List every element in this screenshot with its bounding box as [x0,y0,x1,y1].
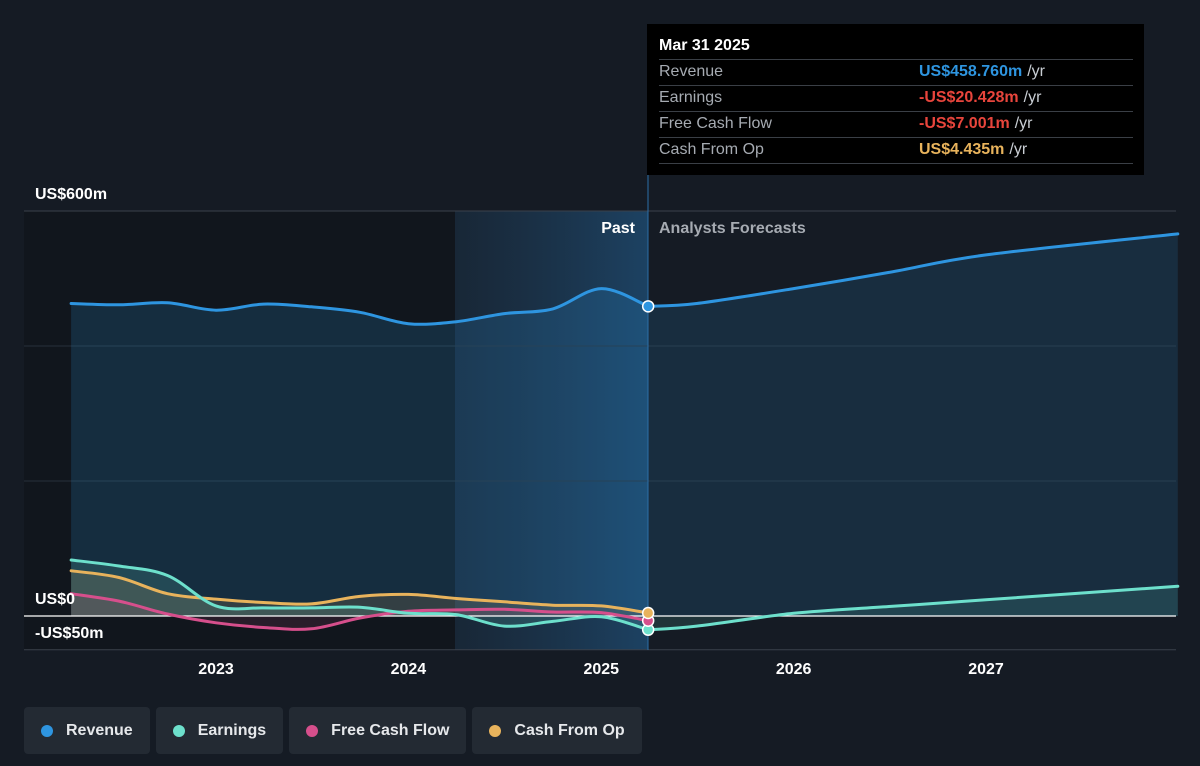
tooltip-unit: /yr [1009,141,1028,158]
y-tick-label: US$600m [35,186,107,203]
x-axis-labels: 2023 2024 2025 2026 2027 [198,661,1004,678]
earnings-area [71,560,649,630]
cash-from-op-line [69,569,650,615]
earnings-forecast-area [648,586,1178,630]
past-highlight-region [455,211,648,650]
earnings-forecast-line [646,584,1180,632]
legend-label: Cash From Op [514,721,625,739]
series-areas [71,233,1178,630]
revenue-area [71,288,649,616]
legend-item-free-cash-flow[interactable]: Free Cash Flow [289,707,467,754]
legend-dot-icon [41,724,53,737]
y-tick-label: US$0 [35,591,75,608]
tooltip-row-free-cash-flow: Free Cash Flow -US$7.001m /yr [659,111,1133,137]
tooltip-label: Earnings [659,89,723,106]
legend-item-earnings[interactable]: Earnings [155,707,284,754]
legend-label: Revenue [66,721,133,739]
gridlines [24,210,1176,651]
tooltip-value: -US$20.428m [919,89,1019,106]
tooltip-markers [641,300,655,637]
free-cash-flow-line [69,592,650,631]
tooltip-label: Revenue [659,63,724,80]
y-tick-label: -US$50m [35,625,103,642]
legend-dot-icon [306,724,319,737]
tooltip-unit: /yr [1023,89,1042,106]
past-dark-region [24,211,455,650]
legend: Revenue Earnings Free Cash Flow Cash Fro… [24,707,642,754]
x-tick-label: 2024 [391,661,427,678]
revenue-marker [641,300,655,313]
tooltip-row-earnings: Earnings -US$20.428m /yr [659,85,1133,111]
past-label: Past [601,220,635,237]
x-tick-label: 2025 [583,661,619,678]
earnings-line [69,558,650,632]
legend-label: Free Cash Flow [331,721,450,739]
legend-dot-icon [489,724,502,737]
legend-item-cash-from-op[interactable]: Cash From Op [472,707,642,754]
revenue-line [69,287,650,326]
y-axis-labels: US$600m US$0 -US$50m [35,186,107,642]
tooltip-date: Mar 31 2025 [659,37,750,54]
x-tick-label: 2027 [968,661,1004,678]
tooltip-unit: /yr [1027,63,1045,80]
revenue-forecast-area [648,233,1178,616]
tooltip-unit: /yr [1014,115,1033,132]
tooltip-row-revenue: Revenue US$458.760m /yr [659,59,1133,85]
tooltip: Mar 31 2025 Revenue US$458.760m /yr Earn… [647,24,1144,175]
x-tick-label: 2023 [198,661,234,678]
tooltip-value: US$458.760m [919,63,1023,80]
x-tick-label: 2026 [776,661,812,678]
legend-item-revenue[interactable]: Revenue [24,707,150,754]
free-cash-flow-area [71,593,649,630]
legend-dot-icon [172,724,185,737]
series-lines [24,232,1180,632]
tooltip-value: US$4.435m [919,141,1005,158]
tooltip-label: Cash From Op [659,141,764,158]
legend-label: Earnings [197,721,267,739]
cash-from-op-marker [641,606,655,620]
tooltip-row-cash-from-op: Cash From Op US$4.435m /yr [659,137,1133,164]
revenue-forecast-line [646,232,1180,308]
tooltip-value: -US$7.001m [919,115,1010,132]
tooltip-label: Free Cash Flow [659,115,772,132]
forecast-label: Analysts Forecasts [659,220,806,237]
